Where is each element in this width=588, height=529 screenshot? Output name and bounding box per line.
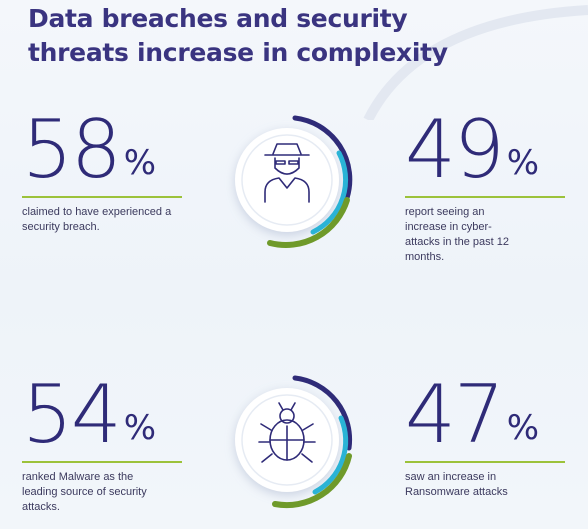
ring-disc <box>235 128 339 232</box>
stat-value: 54 <box>22 368 122 461</box>
stat-value-row: 58% <box>22 110 192 190</box>
ring-inner-track <box>241 394 333 486</box>
stat-description: claimed to have experienced a security b… <box>22 206 172 233</box>
background-arc-decoration <box>363 5 588 120</box>
stat-description: ranked Malware as the leading source of … <box>22 471 147 513</box>
stat-malware: 54% ranked Malware as the leading source… <box>22 375 192 515</box>
stat-unit: % <box>123 408 157 448</box>
stat-value-row: 49% <box>405 110 575 190</box>
stat-divider <box>22 461 182 463</box>
hacker-icon <box>264 143 310 203</box>
stat-value-row: 47% <box>405 375 575 455</box>
stat-value: 58 <box>22 103 122 196</box>
ring-arc-navy <box>292 115 353 201</box>
stat-divider <box>405 461 565 463</box>
stat-value-row: 54% <box>22 375 192 455</box>
stat-description: saw an increase in Ransomware attacks <box>405 471 508 498</box>
progress-ring-breach <box>235 115 353 248</box>
ring-arc-cyan <box>310 150 349 235</box>
page-title: Data breaches and security threats incre… <box>28 4 448 67</box>
ring-arc-navy <box>292 375 353 451</box>
ring-arc-green <box>272 453 352 509</box>
stat-value: 47 <box>405 368 505 461</box>
progress-ring-malware <box>235 375 353 509</box>
stat-ransomware: 47% saw an increase in Ransomware attack… <box>405 375 575 500</box>
ring-arc-cyan <box>312 415 349 495</box>
stat-description: report seeing an increase in cyber-attac… <box>405 206 509 263</box>
stat-breach: 58% claimed to have experienced a securi… <box>22 110 192 235</box>
stat-divider <box>405 196 565 198</box>
stat-unit: % <box>123 143 157 183</box>
bug-icon <box>258 402 316 463</box>
ring-arc-green <box>267 197 350 248</box>
ring-inner-track <box>241 134 333 226</box>
stat-value: 49 <box>405 103 505 196</box>
stat-unit: % <box>506 143 540 183</box>
stat-cyber-attacks: 49% report seeing an increase in cyber-a… <box>405 110 575 265</box>
stat-divider <box>22 196 182 198</box>
stat-unit: % <box>506 408 540 448</box>
